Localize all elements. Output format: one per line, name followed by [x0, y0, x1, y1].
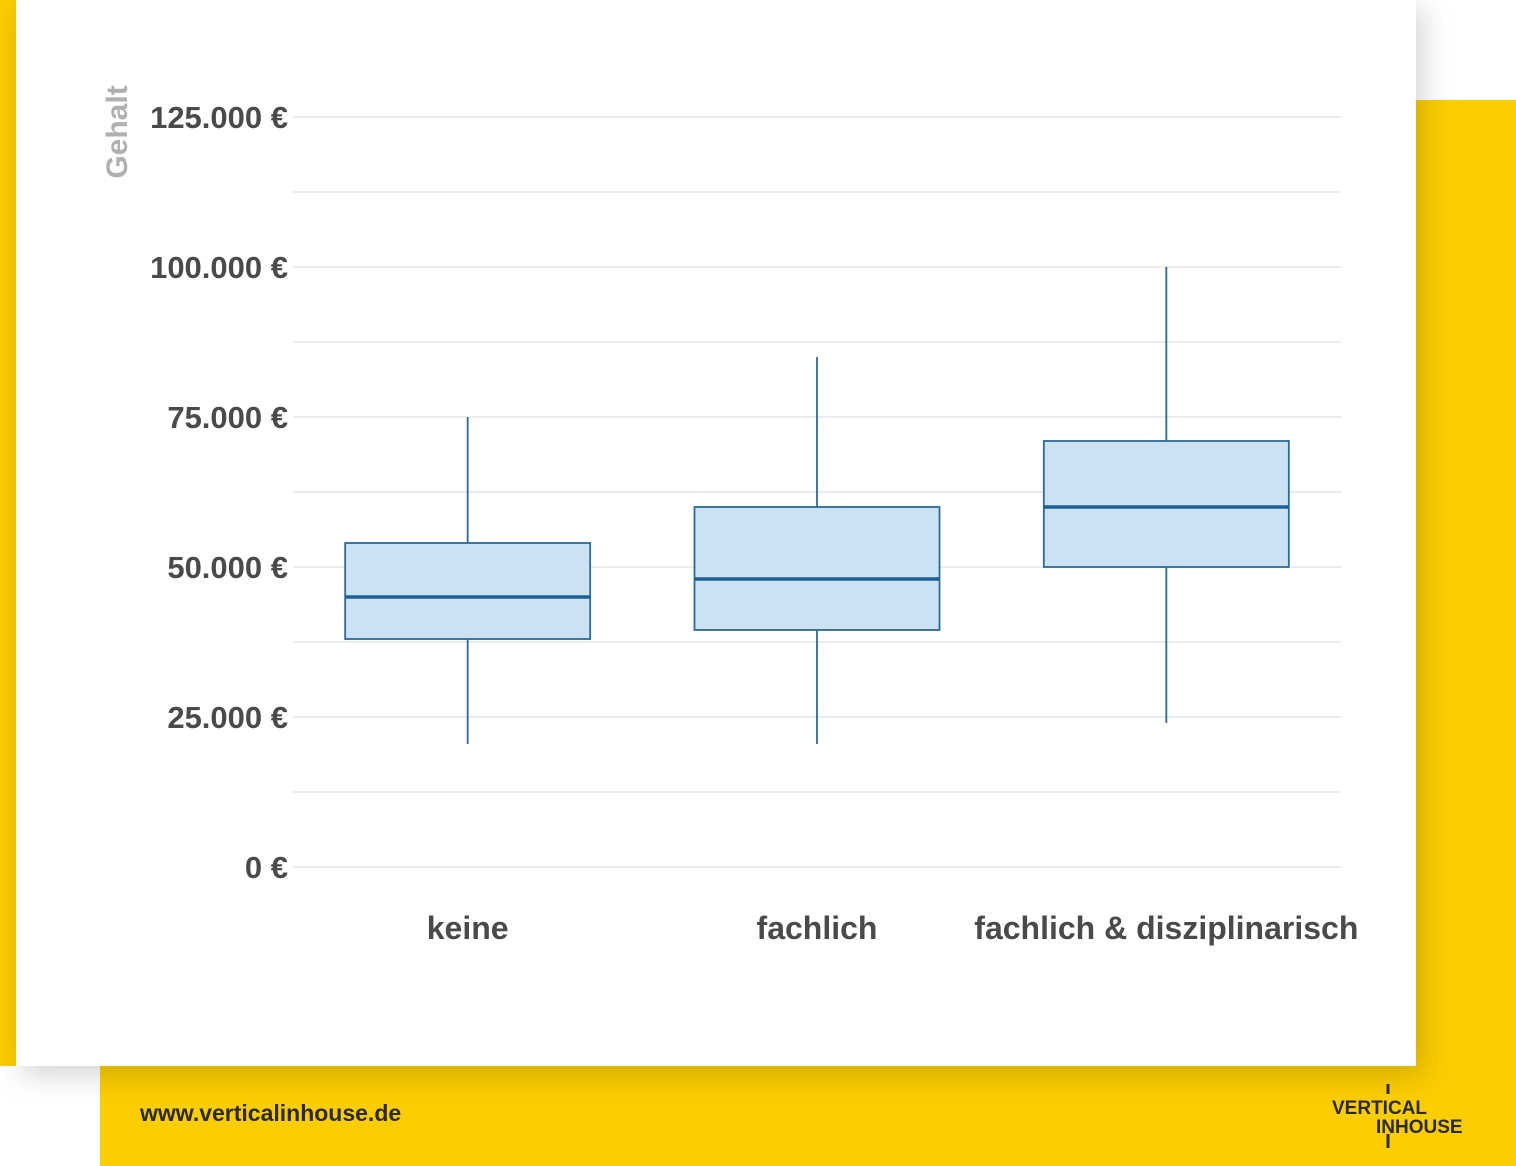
y-axis-label: Gehalt — [101, 85, 134, 178]
vertical-inhouse-logo[interactable]: VERTICAL INHOUSE — [1328, 1082, 1488, 1150]
logo-text-bottom: INHOUSE — [1376, 1117, 1463, 1138]
box-iqr — [344, 542, 592, 640]
logo-text-top: VERTICAL — [1332, 1098, 1427, 1119]
y-tick-label: 0 € — [245, 850, 288, 885]
x-tick-label: fachlich & disziplinarisch — [974, 910, 1358, 946]
boxplot-chart: 0 € 25.000 € 50.000 € 75.000 € 100.000 € 125.… — [101, 85, 1358, 946]
box-iqr — [693, 506, 941, 631]
x-tick-label: keine — [427, 910, 509, 946]
footer-url[interactable]: www.verticalinhouse.de — [140, 1100, 402, 1126]
chart-card: 0 € 25.000 € 50.000 € 75.000 € 100.000 € 125.… — [16, 0, 1416, 1066]
y-tick-label: 100.000 € — [150, 250, 288, 285]
y-tick-label: 25.000 € — [167, 700, 288, 735]
y-tick-label: 50.000 € — [167, 550, 288, 585]
y-tick-label: 125.000 € — [150, 100, 288, 135]
x-tick-label: fachlich — [757, 910, 878, 946]
box-iqr — [1042, 440, 1290, 568]
y-tick-label: 75.000 € — [167, 400, 288, 435]
accent-bar-left — [0, 0, 16, 1066]
